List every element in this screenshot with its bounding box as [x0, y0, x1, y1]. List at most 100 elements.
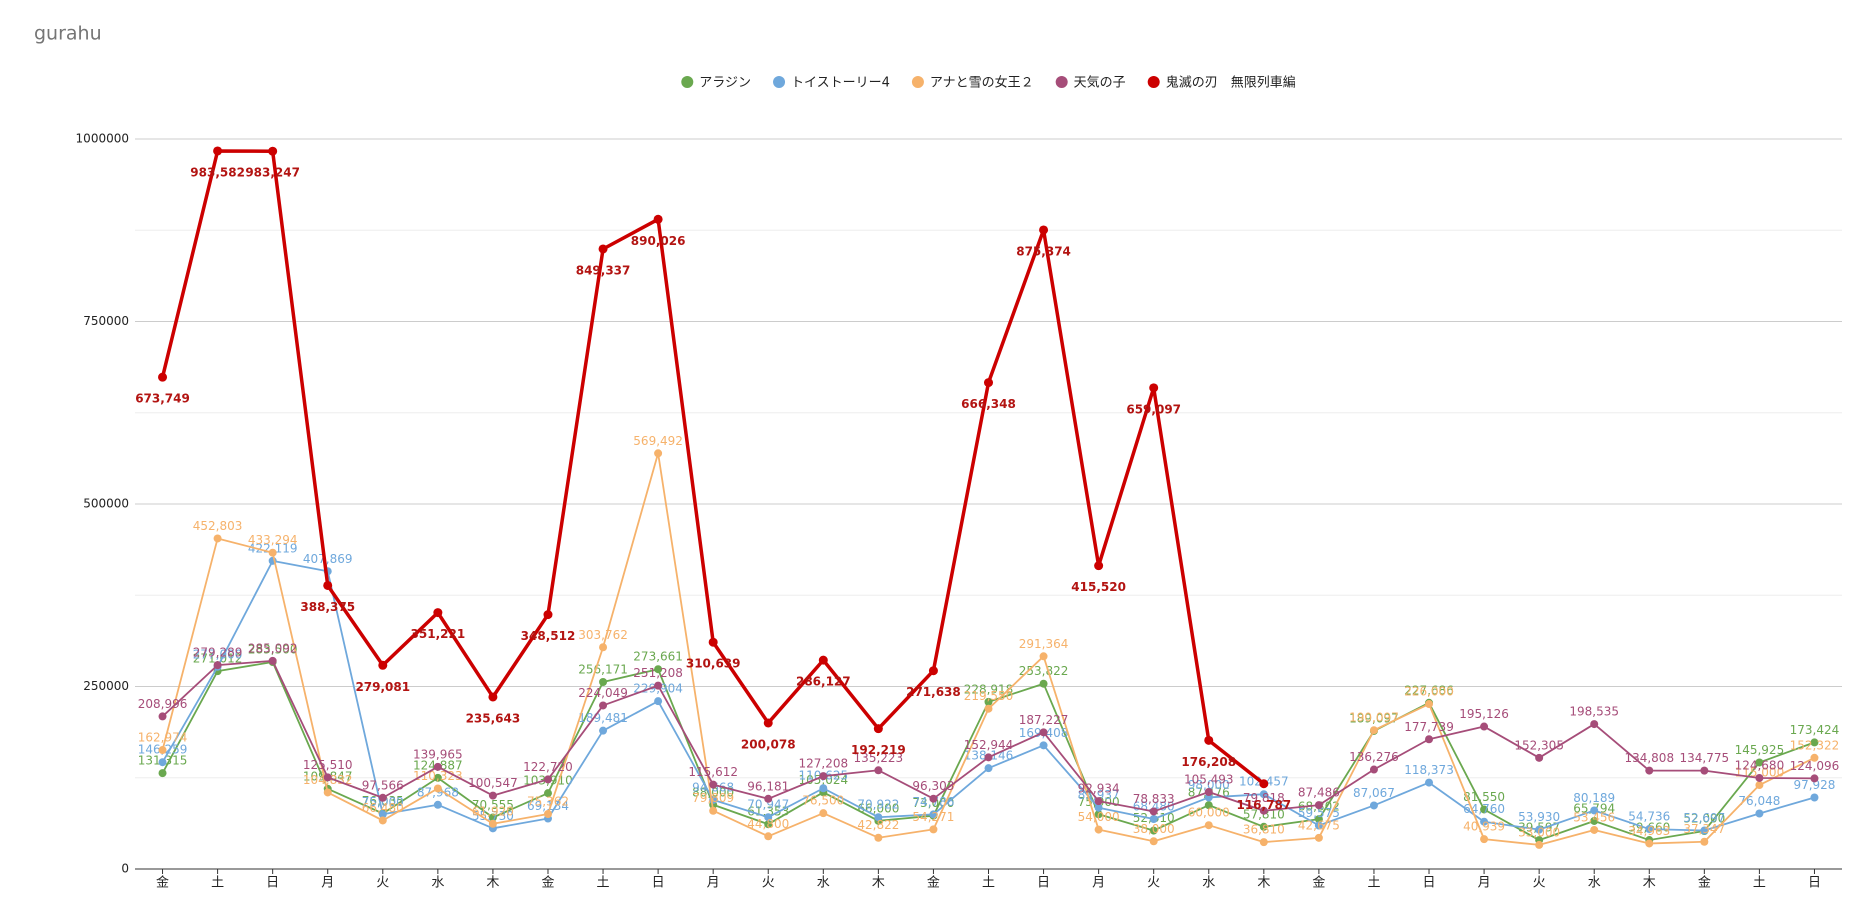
- data-point: [1204, 787, 1213, 796]
- data-point: [1755, 773, 1764, 782]
- data-label: 162,974: [138, 731, 188, 745]
- data-label: 673,749: [135, 392, 190, 406]
- data-point: [1149, 383, 1159, 393]
- x-tick-label: 金: [1312, 875, 1325, 891]
- data-point: [1039, 728, 1048, 737]
- data-point: [764, 820, 773, 829]
- x-tick-label: 水: [1588, 876, 1601, 891]
- data-label: 124,096: [1790, 759, 1840, 773]
- x-tick-label: 土: [1753, 876, 1766, 891]
- x-tick-label: 木: [1643, 876, 1656, 891]
- data-label: 226,000: [1404, 685, 1454, 699]
- data-point: [1369, 726, 1378, 735]
- x-tick-label: 水: [431, 876, 444, 891]
- data-point: [599, 701, 608, 710]
- data-point: [1480, 817, 1489, 826]
- x-tick-label: 木: [872, 876, 885, 891]
- data-point: [819, 809, 828, 818]
- data-label: 152,305: [1514, 738, 1564, 752]
- data-label: 189,481: [578, 711, 628, 725]
- data-point: [1425, 735, 1434, 744]
- x-tick-label: 日: [1808, 876, 1821, 891]
- data-label: 98,000: [1188, 778, 1230, 792]
- data-point: [1700, 766, 1709, 775]
- data-point: [929, 825, 938, 834]
- data-label: 310,639: [686, 657, 741, 671]
- data-point: [1535, 753, 1544, 762]
- legend-marker: [1055, 76, 1068, 88]
- data-label: 52,000: [1683, 812, 1725, 826]
- data-label: 36,810: [1243, 823, 1285, 837]
- data-point: [378, 793, 387, 802]
- data-label: 433,294: [248, 533, 298, 547]
- data-point: [1645, 839, 1654, 848]
- data-point: [158, 372, 168, 382]
- data-label: 283,500: [248, 643, 298, 657]
- data-label: 44,800: [747, 817, 789, 831]
- data-label: 277,000: [193, 647, 243, 661]
- data-label: 76,048: [1738, 794, 1780, 808]
- data-label: 291,364: [1019, 637, 1069, 651]
- data-label: 388,375: [300, 600, 355, 614]
- data-point: [1645, 766, 1654, 775]
- data-label: 659,097: [1126, 402, 1181, 416]
- data-label: 273,661: [633, 650, 683, 664]
- data-point: [1590, 806, 1599, 815]
- x-tick-label: 木: [1257, 876, 1270, 891]
- data-label: 53,456: [1573, 810, 1615, 824]
- data-label: 54,271: [912, 810, 954, 824]
- data-point: [1094, 561, 1104, 571]
- data-label: 100,547: [468, 776, 518, 790]
- x-tick-label: 月: [321, 876, 334, 891]
- data-point: [433, 800, 442, 809]
- data-label: 66,480: [362, 801, 404, 815]
- x-tick-label: 金: [927, 875, 940, 891]
- data-label: 152,322: [1790, 738, 1840, 752]
- data-label: 251,208: [633, 666, 683, 680]
- x-tick-label: 火: [1147, 876, 1160, 891]
- data-point: [653, 214, 663, 224]
- data-label: 271,012: [193, 652, 243, 666]
- data-point: [1755, 781, 1764, 790]
- data-label: 200,078: [741, 737, 796, 751]
- data-label: 303,762: [578, 628, 628, 642]
- legend-marker: [1147, 76, 1160, 88]
- x-tick-label: 金: [156, 875, 169, 891]
- x-tick-label: 日: [1037, 876, 1050, 891]
- data-label: 42,822: [857, 818, 899, 832]
- data-label: 253,822: [1019, 664, 1069, 678]
- x-tick-label: 日: [652, 876, 665, 891]
- data-label: 890,026: [631, 234, 686, 248]
- data-label: 145,925: [1735, 743, 1785, 757]
- data-label: 61,920: [472, 804, 514, 818]
- data-label: 983,247: [245, 166, 300, 180]
- data-point: [158, 712, 167, 721]
- data-label: 134,775: [1680, 751, 1730, 765]
- y-tick-label: 500000: [83, 497, 129, 511]
- data-label: 152,944: [964, 738, 1014, 752]
- data-point: [1039, 652, 1048, 661]
- data-point: [654, 681, 663, 690]
- data-point: [1314, 821, 1323, 830]
- data-label: 351,221: [411, 627, 466, 641]
- data-point: [1755, 809, 1764, 818]
- legend-marker: [911, 76, 924, 88]
- data-label: 219,550: [964, 689, 1014, 703]
- data-label: 849,337: [576, 263, 631, 277]
- x-tick-label: 水: [1202, 876, 1215, 891]
- data-point: [873, 724, 883, 734]
- data-point: [1204, 801, 1213, 810]
- data-point: [488, 819, 497, 828]
- legend-marker: [681, 76, 694, 88]
- data-label: 70,555: [472, 798, 514, 812]
- data-point: [1810, 753, 1819, 762]
- data-point: [323, 580, 333, 590]
- data-point: [1204, 735, 1214, 745]
- data-point: [488, 692, 498, 702]
- x-tick-label: 月: [707, 876, 720, 891]
- data-label: 173,424: [1790, 723, 1840, 737]
- legend-label: トイストーリー4: [791, 76, 890, 91]
- data-label: 139,965: [413, 747, 463, 761]
- data-label: 224,049: [578, 686, 628, 700]
- data-point: [928, 666, 938, 676]
